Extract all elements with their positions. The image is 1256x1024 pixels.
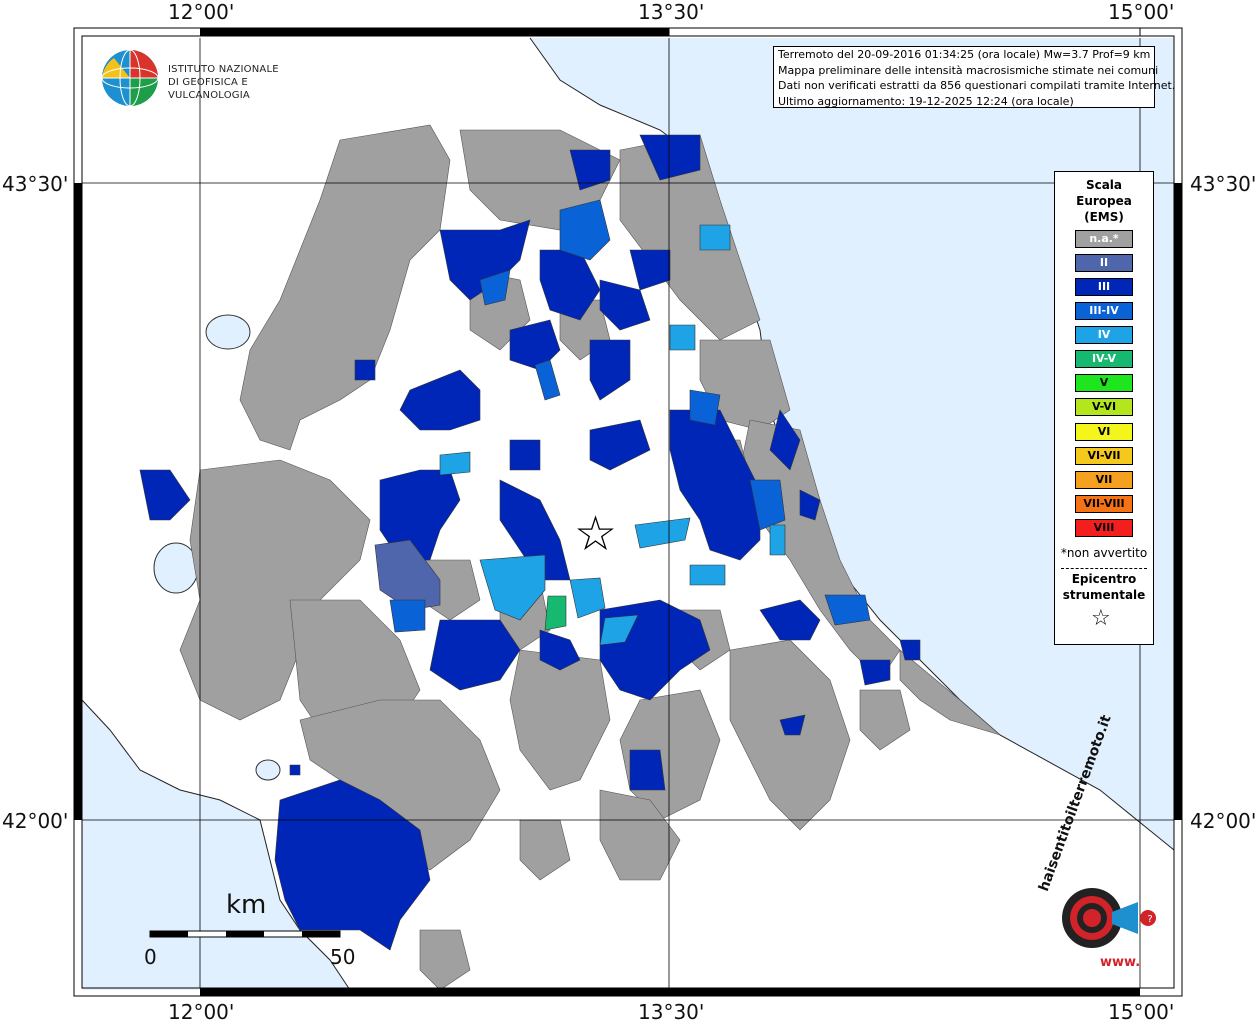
lake-bolsena bbox=[153, 542, 199, 594]
ingv-line2: DI GEOFISICA E VULCANOLOGIA bbox=[168, 77, 250, 101]
legend-swatch-vi-vii: VI-VII bbox=[1075, 447, 1133, 465]
scale-unit: km bbox=[226, 890, 267, 920]
lon-tick-top-1: 12°00' bbox=[168, 0, 235, 24]
legend-swatch-vii-viii: VII-VIII bbox=[1075, 495, 1133, 513]
scale-min: 0 bbox=[144, 945, 157, 969]
legend-swatch-v: V bbox=[1075, 374, 1133, 392]
legend-swatch-viii: VIII bbox=[1075, 519, 1133, 537]
legend-swatch-ii: II bbox=[1075, 254, 1133, 272]
tyrrhenian-sea bbox=[82, 700, 350, 990]
lon-tick-top-3: 15°00' bbox=[1108, 0, 1175, 24]
scale-max: 50 bbox=[330, 945, 356, 969]
legend-swatch-v-vi: V-VI bbox=[1075, 398, 1133, 416]
event-info-line2: Mappa preliminare delle intensità macros… bbox=[778, 63, 1159, 77]
event-info-line1: Terremoto del 20-09-2016 01:34:25 (ora l… bbox=[778, 48, 1151, 61]
lat-tick-left-1: 43°30' bbox=[2, 172, 69, 196]
hst-target-icon: ? bbox=[1062, 888, 1156, 948]
graticule bbox=[82, 38, 1174, 988]
iii-municipalities bbox=[139, 134, 921, 951]
lat-tick-right-1: 43°30' bbox=[1190, 172, 1256, 196]
lake-trasimeno bbox=[205, 314, 251, 350]
hst-www: www. bbox=[1100, 955, 1141, 970]
legend-title-line2: Europea bbox=[1076, 194, 1132, 208]
legend-swatch-iii-iv: III-IV bbox=[1075, 302, 1133, 320]
ii-municipality bbox=[374, 539, 441, 611]
legend-epicenter-title: Epicentro strumentale bbox=[1055, 571, 1153, 603]
lon-tick-bottom-2: 13°30' bbox=[638, 1000, 705, 1024]
ingv-name: ISTITUTO NAZIONALE DI GEOFISICA E VULCAN… bbox=[168, 63, 320, 102]
lon-tick-bottom-3: 15°00' bbox=[1108, 1000, 1175, 1024]
lon-tick-bottom-1: 12°00' bbox=[168, 1000, 235, 1024]
scale-bar bbox=[149, 930, 341, 938]
event-info-box: Terremoto del 20-09-2016 01:34:25 (ora l… bbox=[773, 46, 1176, 108]
legend-title-line1: Scala bbox=[1085, 178, 1123, 192]
iv-v-municipality bbox=[544, 595, 567, 631]
epicenter-star-icon: ☆ bbox=[574, 506, 618, 562]
svg-text:?: ? bbox=[1147, 914, 1152, 925]
lake-vico bbox=[255, 759, 281, 781]
legend-divider bbox=[1061, 568, 1147, 569]
ingv-globe-icon bbox=[101, 49, 159, 107]
legend-epicenter-line2: strumentale bbox=[1062, 588, 1146, 602]
legend-title: Scala Europea (EMS) bbox=[1055, 177, 1153, 225]
legend-swatch-vii: VII bbox=[1075, 471, 1133, 489]
legend-title-line3: (EMS) bbox=[1084, 210, 1124, 224]
legend-swatch-vi: VI bbox=[1075, 423, 1133, 441]
legend-note: *non avvertito bbox=[1060, 546, 1148, 560]
adriatic-sea bbox=[530, 38, 1174, 850]
legend-swatch-na: n.a.* bbox=[1075, 230, 1133, 248]
iv-municipalities bbox=[439, 224, 786, 646]
event-info-line3: Dati non verificati estratti da 856 ques… bbox=[778, 79, 1176, 92]
legend-swatch-iv-v: IV-V bbox=[1075, 350, 1133, 368]
hst-logo: ? haisentitoilterremoto.it www. bbox=[1030, 713, 1170, 985]
event-info-line4: Ultimo aggiornamento: 19-12-2025 12:24 (… bbox=[778, 94, 1074, 108]
lat-tick-right-2: 42°00' bbox=[1190, 809, 1256, 833]
ingv-logo: ISTITUTO NAZIONALE DI GEOFISICA E VULCAN… bbox=[100, 48, 320, 110]
lat-tick-left-2: 42°00' bbox=[2, 809, 69, 833]
map-frame bbox=[73, 27, 1183, 997]
lon-tick-top-2: 13°30' bbox=[638, 0, 705, 24]
ingv-line1: ISTITUTO NAZIONALE bbox=[168, 64, 279, 75]
legend-swatch-iii: III bbox=[1075, 278, 1133, 296]
ems-legend: Scala Europea (EMS) n.a.* II III III-IV … bbox=[1054, 171, 1154, 645]
legend-epicenter-line1: Epicentro bbox=[1071, 572, 1137, 586]
legend-swatch-iv: IV bbox=[1075, 326, 1133, 344]
legend-epicenter-star-icon: ☆ bbox=[1091, 606, 1111, 631]
iii-iv-municipalities bbox=[389, 199, 871, 633]
